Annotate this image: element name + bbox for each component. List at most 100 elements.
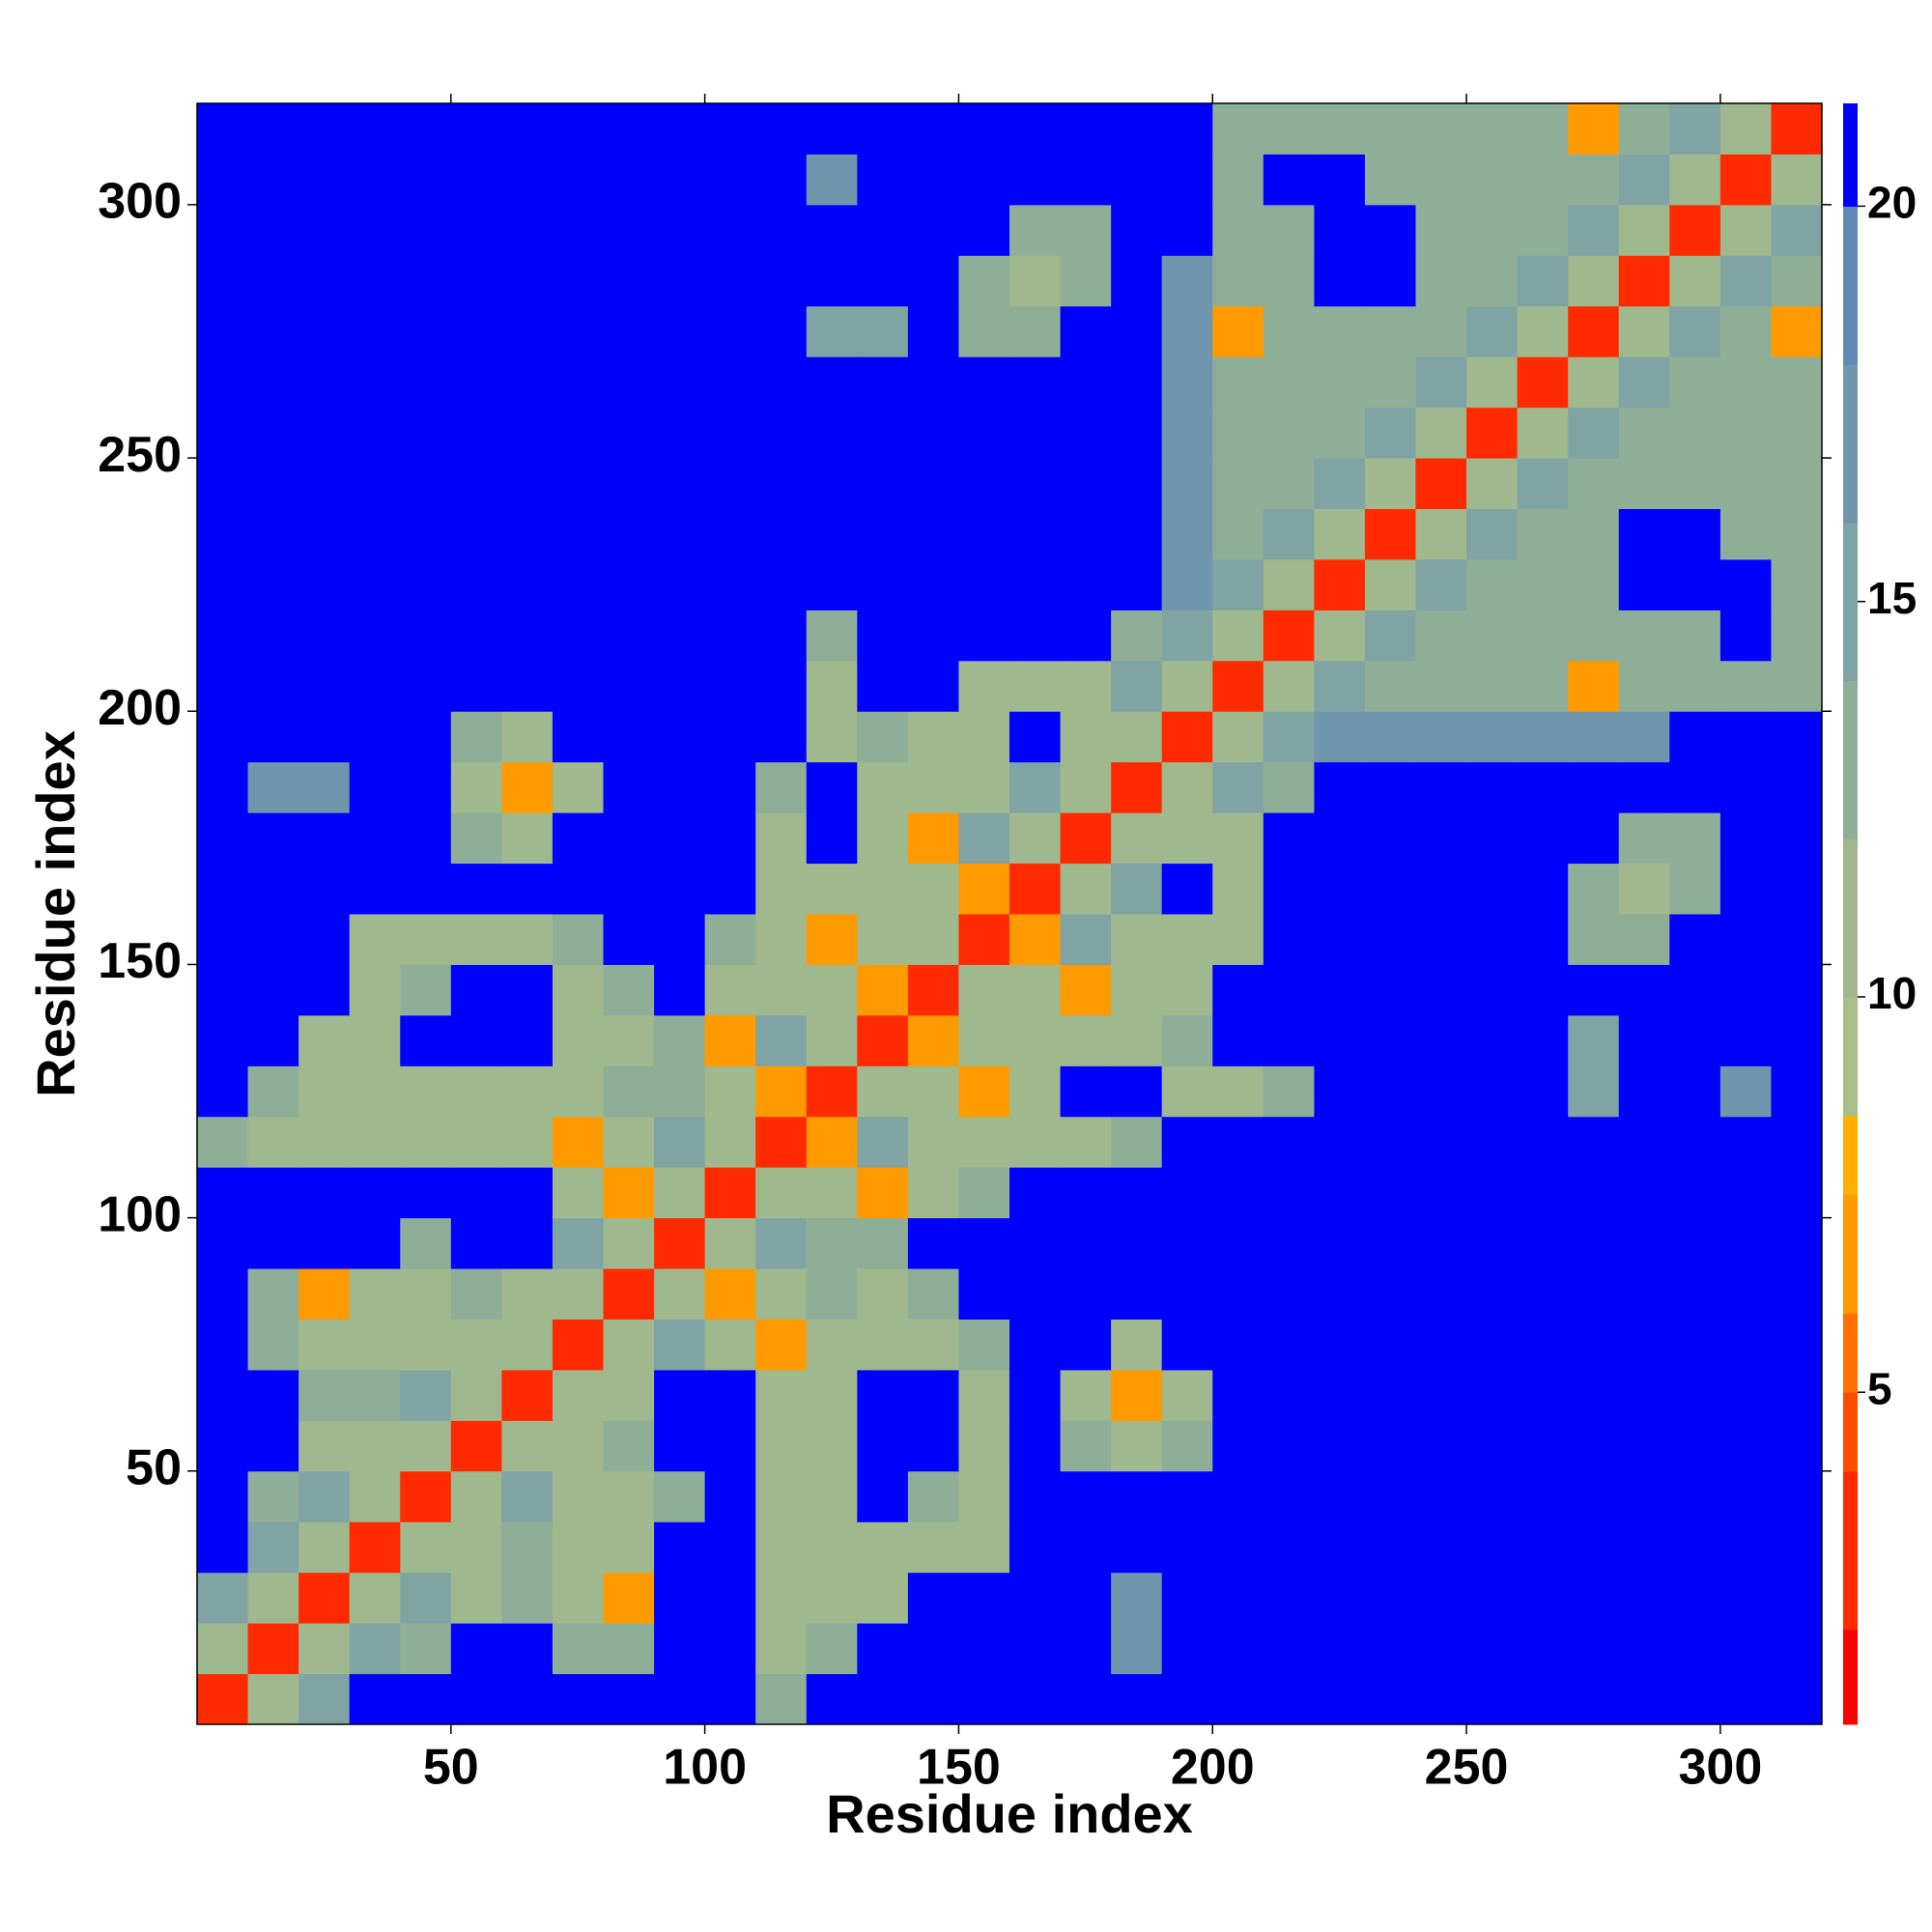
- heatmap-cell: [654, 558, 706, 611]
- heatmap-cell: [857, 1319, 909, 1371]
- heatmap-cell: [1161, 812, 1213, 865]
- heatmap-cell: [349, 558, 401, 611]
- heatmap-cell: [1364, 407, 1416, 459]
- colorbar-segment: [1843, 103, 1858, 207]
- heatmap-cell: [1517, 1572, 1569, 1624]
- heatmap-cell: [1009, 1065, 1062, 1118]
- heatmap-cell: [1568, 761, 1620, 813]
- heatmap-cell: [197, 154, 249, 206]
- heatmap-cell: [907, 356, 959, 409]
- heatmap-cell: [247, 1268, 299, 1320]
- heatmap-cell: [806, 761, 858, 813]
- heatmap-cell: [1517, 761, 1569, 813]
- heatmap-cell: [1212, 863, 1264, 915]
- heatmap-cell: [1517, 711, 1569, 763]
- heatmap-cell: [704, 1319, 756, 1371]
- heatmap-cell: [1719, 1217, 1772, 1269]
- heatmap-cell: [704, 711, 756, 763]
- heatmap-cell: [1415, 1470, 1467, 1522]
- heatmap-cell: [1060, 1572, 1112, 1624]
- heatmap-cell: [907, 558, 959, 611]
- heatmap-cell: [1466, 1521, 1519, 1574]
- heatmap-cell: [1060, 1167, 1112, 1219]
- heatmap-cell: [1618, 255, 1670, 307]
- heatmap-cell: [1517, 458, 1569, 509]
- heatmap-cell: [1364, 154, 1416, 206]
- heatmap-cell: [552, 1065, 604, 1118]
- heatmap-cell: [755, 508, 808, 560]
- heatmap-cell: [1212, 812, 1264, 865]
- heatmap-cell: [857, 1167, 909, 1219]
- heatmap-cell: [1060, 558, 1112, 611]
- heatmap-cell: [247, 305, 299, 357]
- heatmap-cell: [1771, 711, 1823, 763]
- heatmap-cell: [1771, 458, 1823, 509]
- heatmap-cell: [1517, 558, 1569, 611]
- heatmap-cell: [1060, 1369, 1112, 1421]
- heatmap-cell: [1669, 1167, 1721, 1219]
- heatmap-cell: [1060, 356, 1112, 409]
- heatmap-cell: [1009, 914, 1062, 965]
- heatmap-cell: [1263, 1116, 1315, 1168]
- colorbar-tick-label: 5: [1867, 1363, 1892, 1413]
- heatmap-cell: [552, 711, 604, 763]
- heatmap-cell: [1415, 1521, 1467, 1574]
- heatmap-cell: [1111, 1369, 1163, 1421]
- heatmap-cell: [298, 508, 351, 560]
- y-tick-label: 250: [98, 427, 182, 483]
- heatmap-cell: [501, 660, 554, 712]
- heatmap-cell: [1618, 914, 1670, 965]
- heatmap-cell: [1466, 761, 1519, 813]
- heatmap-cell: [704, 1623, 756, 1675]
- heatmap-cell: [958, 558, 1010, 611]
- heatmap-cell: [704, 863, 756, 915]
- heatmap-cell: [755, 610, 808, 662]
- heatmap-cell: [1618, 204, 1670, 256]
- heatmap-cell: [400, 1268, 452, 1320]
- heatmap-cell: [1771, 255, 1823, 307]
- heatmap-cell: [1568, 1623, 1620, 1675]
- heatmap-cell: [907, 1420, 959, 1472]
- heatmap-cell: [349, 914, 401, 965]
- heatmap-cell: [552, 356, 604, 409]
- heatmap-cell: [1212, 154, 1264, 206]
- heatmap-cell: [1517, 356, 1569, 409]
- heatmap-cell: [400, 964, 452, 1016]
- heatmap-cell: [197, 863, 249, 915]
- heatmap-cell: [1415, 1420, 1467, 1472]
- heatmap-cell: [1669, 1217, 1721, 1269]
- heatmap-cell: [400, 863, 452, 915]
- heatmap-cell: [1415, 1572, 1467, 1624]
- heatmap-cell: [1111, 1572, 1163, 1624]
- heatmap-cell: [400, 255, 452, 307]
- heatmap-cell: [1415, 103, 1467, 155]
- heatmap-cell: [1618, 1065, 1670, 1118]
- heatmap-cell: [1517, 812, 1569, 865]
- heatmap-cell: [1263, 154, 1315, 206]
- heatmap-cell: [247, 863, 299, 915]
- heatmap-cell: [450, 255, 502, 307]
- heatmap-cell: [1415, 1673, 1467, 1725]
- heatmap-cell: [1111, 1470, 1163, 1522]
- heatmap-cell: [907, 1369, 959, 1421]
- heatmap-cell: [1466, 914, 1519, 965]
- heatmap-cell: [1415, 255, 1467, 307]
- heatmap-cell: [857, 154, 909, 206]
- heatmap-cell: [450, 1268, 502, 1320]
- heatmap-cell: [1314, 761, 1366, 813]
- heatmap-cell: [247, 558, 299, 611]
- heatmap-cell: [1466, 660, 1519, 712]
- heatmap-cell: [197, 103, 249, 155]
- heatmap-cell: [501, 204, 554, 256]
- heatmap-cell: [450, 356, 502, 409]
- heatmap-cell: [958, 711, 1010, 763]
- heatmap-cell: [1111, 558, 1163, 611]
- heatmap-cell: [857, 914, 909, 965]
- heatmap-cell: [907, 1065, 959, 1118]
- heatmap-cell: [1415, 458, 1467, 509]
- heatmap-cell: [603, 1167, 655, 1219]
- heatmap-cell: [1314, 103, 1366, 155]
- heatmap-cell: [1161, 761, 1213, 813]
- heatmap-cell: [298, 458, 351, 509]
- heatmap-cell: [400, 1116, 452, 1168]
